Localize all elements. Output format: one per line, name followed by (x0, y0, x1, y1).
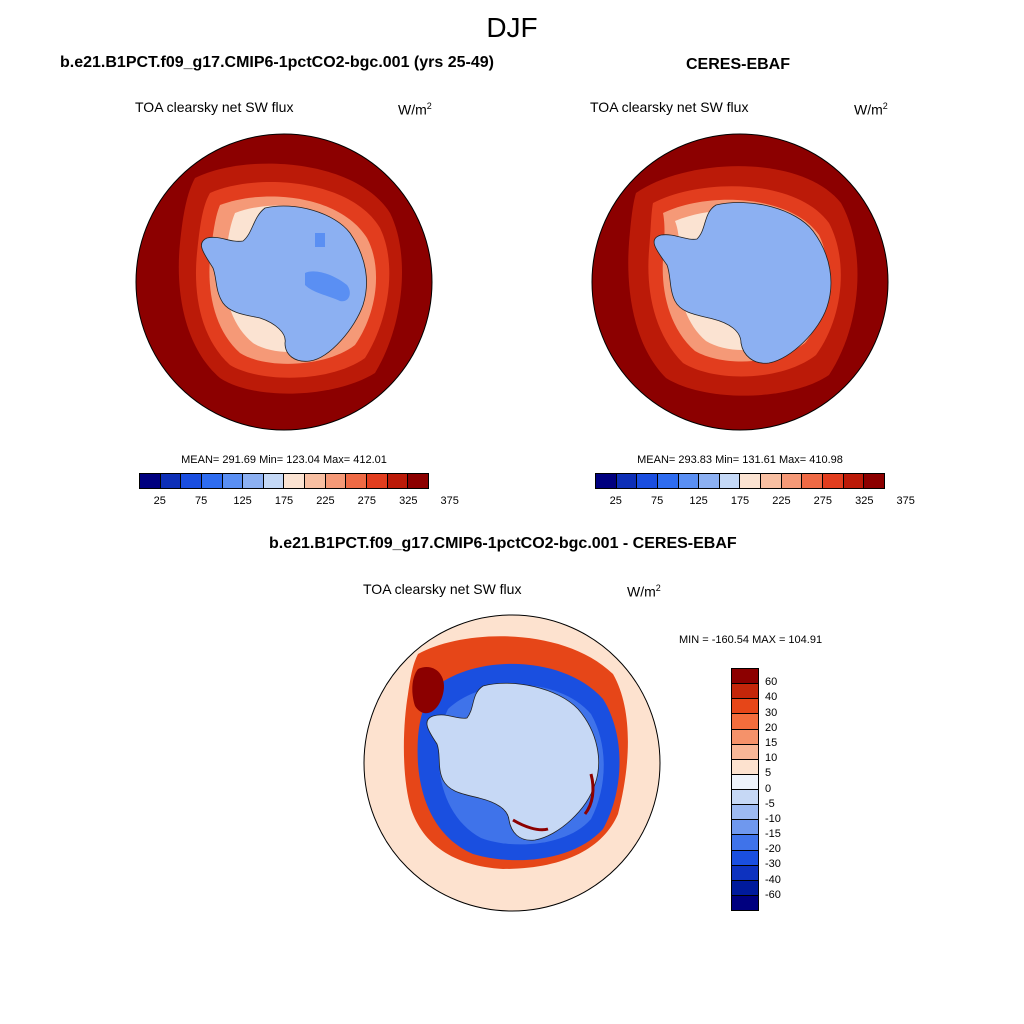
colorbar-cell (262, 474, 284, 488)
model-variable-label: TOA clearsky net SW flux (135, 99, 294, 115)
diff-polar-map (363, 614, 661, 912)
colorbar-cell (180, 474, 201, 488)
colorbar-cell (407, 474, 428, 488)
colorbar-tick-label: 325 (855, 495, 874, 507)
colorbar-cell (822, 474, 843, 488)
colorbar-cell (732, 864, 758, 880)
colorbar-tick-label: 225 (316, 495, 335, 507)
colorbar-cell (732, 849, 758, 865)
colorbar-tick-label: 40 (765, 691, 778, 704)
colorbar-cell (739, 474, 761, 488)
colorbar-tick-label: 375 (440, 495, 459, 507)
colorbar-cell (780, 474, 802, 488)
colorbar-tick-label: 375 (896, 495, 915, 507)
colorbar-cell (242, 474, 263, 488)
model-colorbar (139, 473, 429, 489)
colorbar-cell (732, 743, 758, 759)
diff-variable-label: TOA clearsky net SW flux (363, 581, 522, 597)
obs-stats: MEAN= 293.83 Min= 131.61 Max= 410.98 (637, 454, 843, 466)
model-panel-title: b.e21.B1PCT.f09_g17.CMIP6-1pctCO2-bgc.00… (60, 54, 494, 71)
colorbar-tick-label: 175 (274, 495, 294, 507)
colorbar-cell (801, 474, 823, 488)
obs-polar-map (591, 133, 889, 431)
colorbar-tick-label: 30 (765, 706, 778, 719)
model-units-label: W/m2 (398, 101, 432, 118)
model-polar-map (135, 133, 433, 431)
colorbar-cell (386, 474, 408, 488)
colorbar-cell (615, 474, 637, 488)
colorbar-cell (283, 474, 305, 488)
colorbar-tick-label: -60 (765, 888, 781, 901)
colorbar-cell (732, 698, 758, 714)
colorbar-tick-label: 125 (689, 495, 708, 507)
colorbar-cell (677, 474, 699, 488)
colorbar-cell (732, 713, 758, 729)
colorbar-tick-label: 60 (765, 676, 778, 689)
colorbar-tick-label: 5 (765, 767, 772, 780)
colorbar-cell (324, 474, 346, 488)
obs-colorbar (595, 473, 885, 489)
colorbar-cell (732, 819, 758, 835)
figure-title: DJF (486, 12, 538, 43)
diff-units-label: W/m2 (627, 583, 661, 600)
obs-units-label: W/m2 (854, 101, 888, 118)
colorbar-cell (636, 474, 657, 488)
colorbar-tick-label: 25 (609, 495, 622, 507)
colorbar-tick-label: 10 (765, 752, 778, 765)
colorbar-cell (732, 773, 758, 789)
model-stats: MEAN= 291.69 Min= 123.04 Max= 412.01 (181, 454, 387, 466)
colorbar-tick-label: 75 (195, 495, 208, 507)
colorbar-cell (221, 474, 243, 488)
colorbar-cell (159, 474, 181, 488)
colorbar-cell (732, 879, 758, 895)
colorbar-cell (140, 474, 160, 488)
colorbar-tick-label: 325 (399, 495, 418, 507)
colorbar-tick-label: 25 (153, 495, 166, 507)
colorbar-cell (732, 728, 758, 744)
colorbar-tick-label: -10 (765, 812, 781, 825)
colorbar-tick-label: -20 (765, 843, 781, 856)
colorbar-tick-label: 75 (651, 495, 664, 507)
colorbar-cell (718, 474, 740, 488)
colorbar-cell (863, 474, 884, 488)
colorbar-tick-label: 225 (772, 495, 791, 507)
diff-colorbar (731, 668, 759, 911)
colorbar-cell (732, 804, 758, 820)
colorbar-cell (732, 834, 758, 850)
colorbar-tick-label: 0 (765, 782, 772, 795)
diff-panel-title: b.e21.B1PCT.f09_g17.CMIP6-1pctCO2-bgc.00… (269, 535, 737, 552)
obs-panel-title: CERES-EBAF (686, 56, 791, 73)
diff-minmax: MIN = -160.54 MAX = 104.91 (679, 634, 823, 646)
colorbar-cell (732, 789, 758, 805)
colorbar-tick-label: 175 (730, 495, 750, 507)
colorbar-cell (732, 683, 758, 699)
colorbar-cell (698, 474, 719, 488)
colorbar-cell (732, 894, 758, 910)
colorbar-tick-label: 275 (357, 495, 377, 507)
colorbar-tick-label: 15 (765, 736, 778, 749)
colorbar-tick-label: -40 (765, 873, 781, 886)
colorbar-cell (732, 758, 758, 774)
colorbar-cell (200, 474, 222, 488)
colorbar-cell (304, 474, 325, 488)
colorbar-cell (345, 474, 367, 488)
colorbar-cell (760, 474, 781, 488)
colorbar-cell (842, 474, 864, 488)
colorbar-tick-label: -15 (765, 828, 781, 841)
colorbar-cell (656, 474, 678, 488)
colorbar-cell (366, 474, 387, 488)
colorbar-cell (732, 669, 758, 684)
colorbar-tick-label: 20 (765, 721, 778, 734)
colorbar-cell (596, 474, 616, 488)
colorbar-tick-label: 275 (813, 495, 833, 507)
colorbar-tick-label: -5 (765, 797, 775, 810)
colorbar-tick-label: -30 (765, 858, 781, 871)
obs-variable-label: TOA clearsky net SW flux (590, 99, 749, 115)
colorbar-tick-label: 125 (233, 495, 252, 507)
